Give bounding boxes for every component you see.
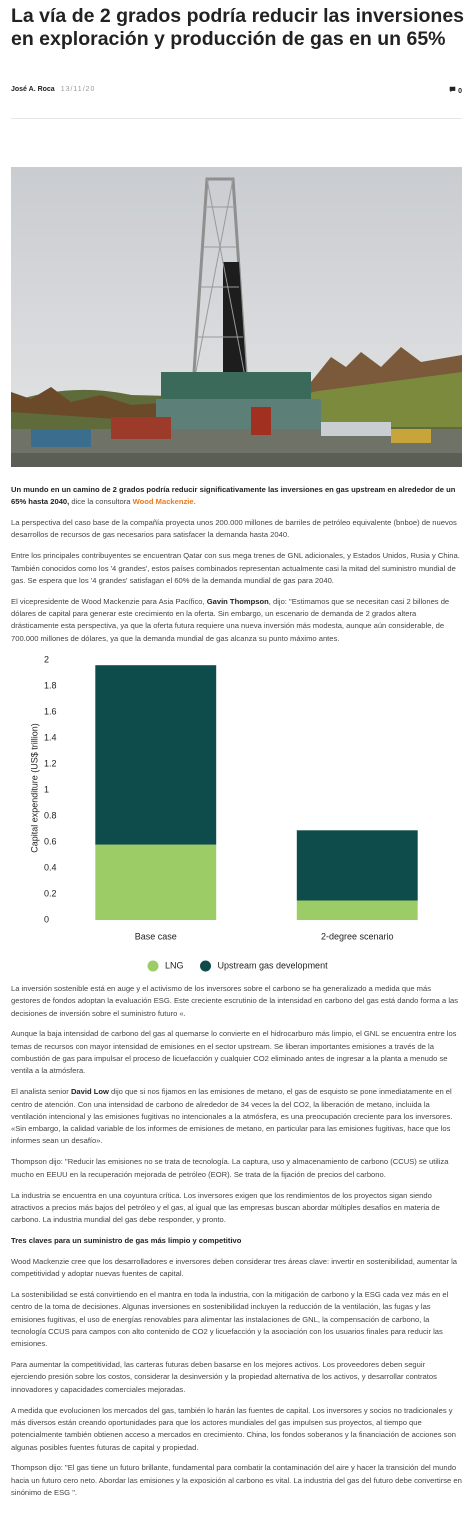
bold-text: David Low xyxy=(70,1087,109,1097)
y-tick-label: 1.8 xyxy=(44,680,57,690)
text-run: Para aumentar la competitividad, las car… xyxy=(11,1360,437,1394)
y-tick-label: 0.8 xyxy=(44,810,57,820)
bar-segment xyxy=(95,665,217,845)
paragraph: Thompson dijo: "Reducir las emisiones no… xyxy=(11,1156,462,1181)
text-run: A medida que evolucionen los mercados de… xyxy=(11,1405,456,1452)
text-run: La industria se encuentra en una coyuntu… xyxy=(11,1190,440,1225)
x-tick-label: Base case xyxy=(135,931,177,941)
y-tick-label: 1.6 xyxy=(44,706,57,716)
legend-label: LNG xyxy=(165,960,184,970)
text-run: El vicepresidente de Wood Mackenzie para… xyxy=(11,596,207,606)
text-run: La perspectiva del caso base de la compa… xyxy=(11,518,457,540)
comment-number: 0 xyxy=(458,88,462,95)
paragraph: El vicepresidente de Wood Mackenzie para… xyxy=(11,596,462,645)
text-run: Thompson dijo: "Reducir las emisiones no… xyxy=(11,1157,449,1179)
y-tick-label: 1.2 xyxy=(44,758,57,768)
paragraph: Un mundo en un camino de 2 grados podría… xyxy=(11,484,462,509)
date: 13/11/20 xyxy=(60,86,96,93)
paragraph: La sostenibilidad se está convirtiendo e… xyxy=(11,1289,462,1350)
comment-icon xyxy=(449,86,456,93)
paragraph: La industria se encuentra en una coyuntu… xyxy=(11,1190,462,1227)
article-body: Un mundo en un camino de 2 grados podría… xyxy=(11,484,462,654)
text-run: dice la consultora xyxy=(69,497,133,507)
heading-text: Tres claves para un suministro de gas má… xyxy=(11,1236,242,1246)
paragraph: Thompson dijo: "El gas tiene un futuro b… xyxy=(11,1462,462,1499)
legend-swatch xyxy=(147,960,159,972)
section-heading: Tres claves para un suministro de gas má… xyxy=(11,1235,462,1247)
bar-segment xyxy=(95,844,217,920)
bold-text: Un mundo en un camino de 2 grados podría… xyxy=(11,485,456,507)
text-run: Entre los principales contribuyentes se … xyxy=(11,551,460,585)
y-tick-label: 2 xyxy=(44,654,49,664)
byline: José A. Roca 13/11/20 0 xyxy=(11,86,462,95)
source-link[interactable]: Wood Mackenzie. xyxy=(132,497,196,507)
paragraph: La perspectiva del caso base de la compa… xyxy=(11,517,462,542)
paragraph: Para aumentar la competitividad, las car… xyxy=(11,1359,462,1396)
text-run: La sostenibilidad se está convirtiendo e… xyxy=(11,1290,449,1349)
text-run: La inversión sostenible está en auge y e… xyxy=(11,984,459,1018)
y-tick-label: 0.2 xyxy=(44,888,57,898)
paragraph: El analista senior David Low dijo que si… xyxy=(11,1086,462,1147)
paragraph: Entre los principales contribuyentes se … xyxy=(11,550,462,587)
text-run: El analista senior xyxy=(11,1087,71,1097)
paragraph: La inversión sostenible está en auge y e… xyxy=(11,983,462,1020)
y-tick-label: 0 xyxy=(44,914,49,924)
article-body-continued: La inversión sostenible está en auge y e… xyxy=(11,983,462,1508)
bold-text: Gavin Thompson xyxy=(206,596,269,606)
bar-segment xyxy=(296,900,418,920)
separator xyxy=(11,118,462,119)
legend-label: Upstream gas development xyxy=(218,960,329,970)
paragraph: A medida que evolucionen los mercados de… xyxy=(11,1405,462,1454)
chart: Capital expenditure (US$ trillion) 0 0.2 0… xyxy=(29,654,418,972)
y-tick-label: 0.6 xyxy=(44,836,57,846)
text-run: Aunque la baja intensidad de carbono del… xyxy=(11,1029,457,1076)
comment-count[interactable]: 0 xyxy=(449,86,462,95)
text-run: Thompson dijo: "El gas tiene un futuro b… xyxy=(11,1463,462,1498)
article-photo xyxy=(11,167,462,467)
y-tick-label: 1 xyxy=(44,784,49,794)
text-run: dijo que si nos fijamos en las emisiones… xyxy=(11,1087,453,1146)
text-run: Wood Mackenzie cree que los desarrollado… xyxy=(11,1256,458,1279)
paragraph: Aunque la baja intensidad de carbono del… xyxy=(11,1028,462,1077)
article-title: La vía de 2 grados podría reducir las in… xyxy=(11,5,465,50)
y-axis-title: Capital expenditure (US$ trillion) xyxy=(29,723,39,853)
text-run: , dijo: "Estimamos que se necesitan casi… xyxy=(11,596,450,643)
legend-swatch xyxy=(200,960,212,972)
paragraph: Wood Mackenzie cree que los desarrollado… xyxy=(11,1256,462,1281)
x-tick-label: 2-degree scenario xyxy=(321,931,394,941)
y-tick-label: 1.4 xyxy=(44,732,57,742)
y-tick-label: 0.4 xyxy=(44,862,57,872)
bar-segment xyxy=(296,830,418,901)
author: José A. Roca xyxy=(11,86,55,93)
